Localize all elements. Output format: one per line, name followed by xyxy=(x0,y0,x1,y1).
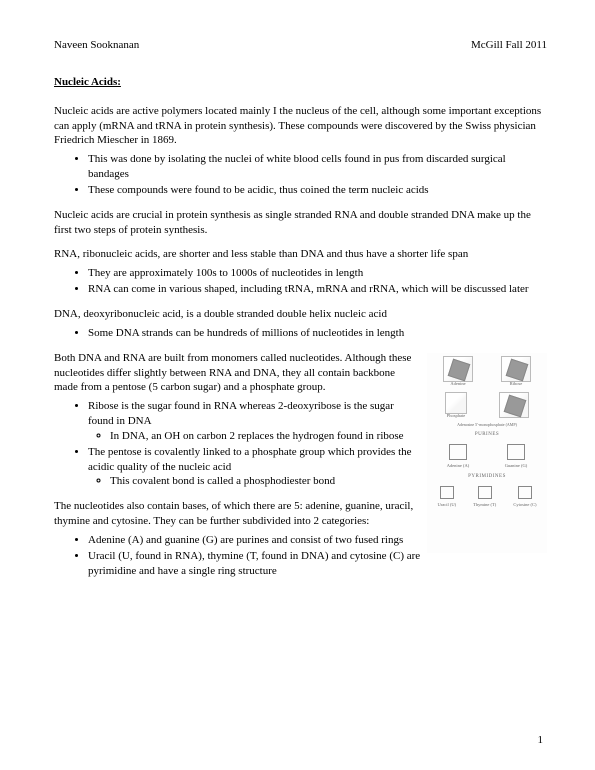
fig-label: Phosphate xyxy=(445,414,467,419)
list-item: Some DNA strands can be hundreds of mill… xyxy=(88,326,547,341)
paragraph-dna: DNA, deoxyribonucleic acid, is a double … xyxy=(54,307,547,322)
fig-label: Cytosine (C) xyxy=(513,503,536,508)
bullet-text: Ribose is the sugar found in RNA whereas… xyxy=(88,400,394,427)
ribose-icon xyxy=(501,356,531,382)
paragraph-intro: Nucleic acids are active polymers locate… xyxy=(54,104,547,149)
deoxyribose-icon xyxy=(499,392,529,418)
pyrimidine-icon xyxy=(440,486,454,499)
fig-caption: Adenosine 5'-monophosphate (AMP) xyxy=(427,422,547,428)
fig-label: Uracil (U) xyxy=(438,503,457,508)
list-item: RNA can come in various shaped, includin… xyxy=(88,282,547,297)
page-header: Naveen Sooknanan McGill Fall 2011 xyxy=(54,38,547,53)
paragraph-protein-synth: Nucleic acids are crucial in protein syn… xyxy=(54,208,547,238)
list-item: Uracil (U, found in RNA), thymine (T, fo… xyxy=(88,549,547,579)
list-item: They are approximately 100s to 1000s of … xyxy=(88,266,547,281)
adenine-icon xyxy=(443,356,473,382)
page-number: 1 xyxy=(538,733,544,748)
rna-bullets: They are approximately 100s to 1000s of … xyxy=(54,266,547,297)
list-item: This was done by isolating the nuclei of… xyxy=(88,152,547,182)
bullet-text: The pentose is covalently linked to a ph… xyxy=(88,446,412,473)
phosphate-icon xyxy=(445,392,467,414)
fig-label: Adenine xyxy=(443,382,473,387)
list-item: These compounds were found to be acidic,… xyxy=(88,183,547,198)
fig-label: Adenine (A) xyxy=(447,464,470,469)
pyrimidine-icon xyxy=(478,486,492,499)
section-title: Nucleic Acids: xyxy=(54,75,547,90)
purine-icon xyxy=(507,444,525,460)
nucleotide-structure-figure: Adenine Ribose Phosphate Adenosine 5'-mo… xyxy=(427,353,547,553)
course-term: McGill Fall 2011 xyxy=(471,38,547,53)
fig-label: Thymine (T) xyxy=(473,503,496,508)
paragraph-rna: RNA, ribonucleic acids, are shorter and … xyxy=(54,247,547,262)
fig-label: Ribose xyxy=(501,382,531,387)
fig-label: Guanine (G) xyxy=(505,464,528,469)
dna-bullets: Some DNA strands can be hundreds of mill… xyxy=(54,326,547,341)
purine-icon xyxy=(449,444,467,460)
author-name: Naveen Sooknanan xyxy=(54,38,139,53)
intro-bullets: This was done by isolating the nuclei of… xyxy=(54,152,547,198)
pyrimidine-icon xyxy=(518,486,532,499)
